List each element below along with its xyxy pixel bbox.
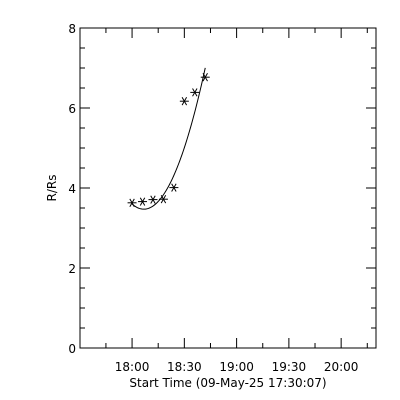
data-point xyxy=(169,183,179,192)
y-tick-label: 8 xyxy=(68,22,76,36)
data-point xyxy=(179,97,189,106)
data-point xyxy=(138,197,148,206)
data-point xyxy=(200,73,210,82)
x-tick-label: 19:00 xyxy=(219,360,254,374)
y-axis: 0 2 4 6 8 xyxy=(68,22,376,356)
x-axis-label: Start Time (09-May-25 17:30:07) xyxy=(129,376,326,390)
x-tick-label: 20:00 xyxy=(324,360,359,374)
data-point xyxy=(190,88,200,97)
x-axis: 18:00 18:30 19:00 19:30 20:00 xyxy=(105,28,368,374)
data-points xyxy=(127,73,210,207)
x-tick-label: 19:30 xyxy=(272,360,307,374)
y-tick-label: 2 xyxy=(68,262,76,276)
y-axis-label: R/Rs xyxy=(45,175,59,202)
x-tick-label: 18:00 xyxy=(115,360,150,374)
data-point xyxy=(158,195,168,204)
plot-frame xyxy=(79,27,377,349)
y-tick-label: 6 xyxy=(68,102,76,116)
data-point xyxy=(127,198,137,207)
data-point xyxy=(148,195,158,204)
y-tick-label: 4 xyxy=(68,182,76,196)
y-tick-label: 0 xyxy=(68,342,76,356)
fit-series xyxy=(131,67,206,210)
x-tick-label: 18:30 xyxy=(167,360,202,374)
fit-curve xyxy=(131,67,206,210)
